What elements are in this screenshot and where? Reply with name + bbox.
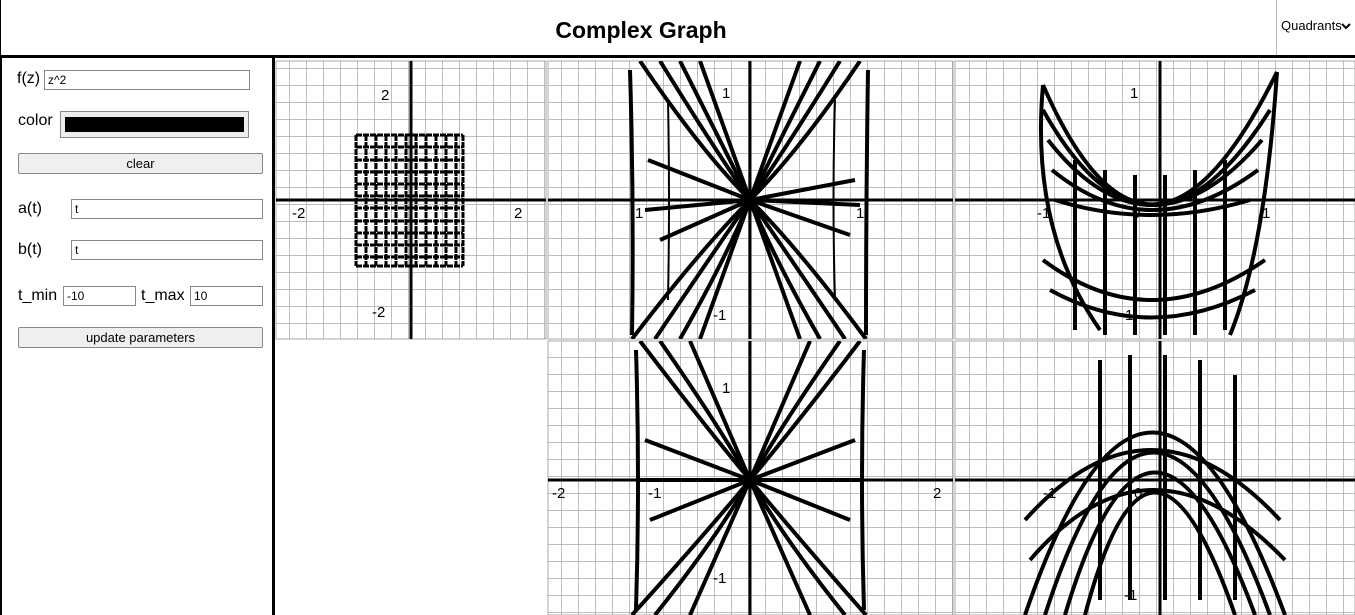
input-x-tick-left: -2	[292, 205, 305, 222]
color-picker[interactable]	[60, 111, 249, 138]
argument-x-tick-zero: 0	[1134, 485, 1142, 502]
input-plot-tick-labels: -2 2 2 -2	[292, 87, 522, 321]
update-parameters-button[interactable]: update parameters	[18, 327, 263, 348]
real-x-tick-right: 1	[856, 205, 864, 222]
mode-select-value: Quadrants	[1281, 18, 1342, 33]
modulus-x-tick-mid: -1	[648, 485, 661, 502]
imag-x-tick-zero: 0	[1132, 205, 1140, 222]
b-input[interactable]	[71, 240, 263, 260]
argument-plot[interactable]: -1 0 -1	[954, 340, 1355, 615]
modulus-x-tick-right: 2	[933, 485, 941, 502]
fz-label: f(z)	[17, 70, 41, 87]
clear-button[interactable]: clear	[18, 153, 263, 174]
input-x-tick-right: 2	[514, 205, 522, 222]
input-plane-plot[interactable]: -2 2 2 -2	[275, 60, 547, 340]
argument-y-tick-bottom: -1	[1124, 587, 1137, 604]
mode-select[interactable]: Quadrants	[1276, 0, 1355, 55]
real-y-tick-bottom: -1	[713, 307, 726, 324]
modulus-y-tick-bottom: -1	[713, 570, 726, 587]
argument-x-tick-left: -1	[1043, 485, 1056, 502]
tmax-input[interactable]	[190, 286, 263, 306]
b-label: b(t)	[18, 241, 42, 258]
tmin-input[interactable]	[63, 286, 136, 306]
imag-x-tick-right: 1	[1262, 205, 1270, 222]
tmin-label: t_min	[18, 287, 58, 304]
page-title: Complex Graph	[555, 17, 727, 43]
real-part-plot[interactable]: -1 1 1 -1	[547, 60, 954, 340]
real-x-tick-left: -1	[630, 205, 643, 222]
a-label: a(t)	[18, 200, 42, 217]
imag-x-tick-left: -1	[1037, 205, 1050, 222]
color-label: color	[18, 112, 53, 129]
input-y-tick-bottom: -2	[372, 304, 385, 321]
control-panel: f(z) color clear a(t) b(t) t_min t_max u…	[0, 58, 275, 615]
tmax-label: t_max	[141, 287, 185, 304]
chevron-down-icon	[1341, 23, 1351, 30]
imag-y-tick-bottom: -1	[1120, 307, 1133, 324]
real-y-tick-top: 1	[722, 85, 730, 102]
a-input[interactable]	[71, 199, 263, 219]
modulus-plot[interactable]: -2 -1 2 1 -1	[547, 340, 954, 615]
input-y-tick-top: 2	[381, 87, 389, 104]
header-bar: Complex Graph Quadrants	[0, 0, 1355, 58]
modulus-y-tick-top: 1	[722, 380, 730, 397]
imaginary-part-plot[interactable]: -1 0 1 1 -1	[954, 60, 1355, 340]
modulus-x-tick-left: -2	[552, 485, 565, 502]
fz-input[interactable]	[44, 70, 250, 90]
color-swatch	[65, 117, 244, 132]
imag-y-tick-top: 1	[1130, 85, 1138, 102]
